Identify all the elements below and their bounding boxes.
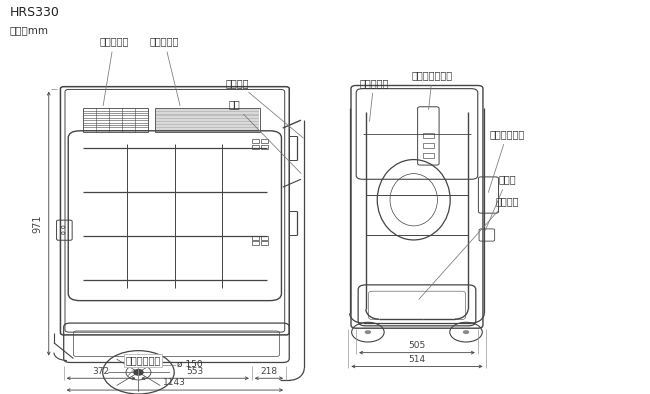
Text: 553: 553 (187, 367, 203, 375)
Bar (155, 108, 260, 132)
Text: 給油口: 給油口 (486, 174, 516, 230)
Text: 把手: 把手 (228, 99, 301, 173)
Bar (261, 236, 268, 240)
Bar (422, 143, 434, 148)
Bar (261, 139, 268, 143)
Text: 372: 372 (92, 367, 110, 375)
Text: 放熱パネル: 放熱パネル (150, 36, 180, 106)
Text: 505: 505 (408, 341, 426, 350)
Text: 1143: 1143 (163, 379, 187, 387)
Bar (261, 145, 268, 149)
Text: ドレンプラグ: ドレンプラグ (125, 355, 161, 376)
Bar (422, 133, 434, 138)
Bar (422, 153, 434, 158)
Bar (252, 241, 259, 245)
Circle shape (365, 330, 371, 334)
Text: プロテクタ: プロテクタ (359, 78, 389, 121)
Text: ø 150: ø 150 (177, 360, 203, 369)
Text: 単位：mm: 単位：mm (10, 26, 49, 35)
Bar (252, 236, 259, 240)
Bar (252, 145, 259, 149)
Text: 514: 514 (408, 355, 426, 364)
Text: 218: 218 (261, 367, 278, 375)
Text: 燃料フィルタ: 燃料フィルタ (488, 129, 525, 192)
Circle shape (463, 330, 469, 334)
Bar (252, 139, 259, 143)
Text: 油タンク: 油タンク (419, 196, 519, 299)
Circle shape (134, 370, 143, 375)
Bar (261, 241, 268, 245)
Text: スイッチパネル: スイッチパネル (411, 70, 453, 110)
Text: ハンドル: ハンドル (226, 78, 304, 138)
Text: HRS330: HRS330 (10, 6, 60, 19)
Text: 送風ファン: 送風ファン (99, 36, 129, 106)
Text: 971: 971 (32, 214, 42, 233)
